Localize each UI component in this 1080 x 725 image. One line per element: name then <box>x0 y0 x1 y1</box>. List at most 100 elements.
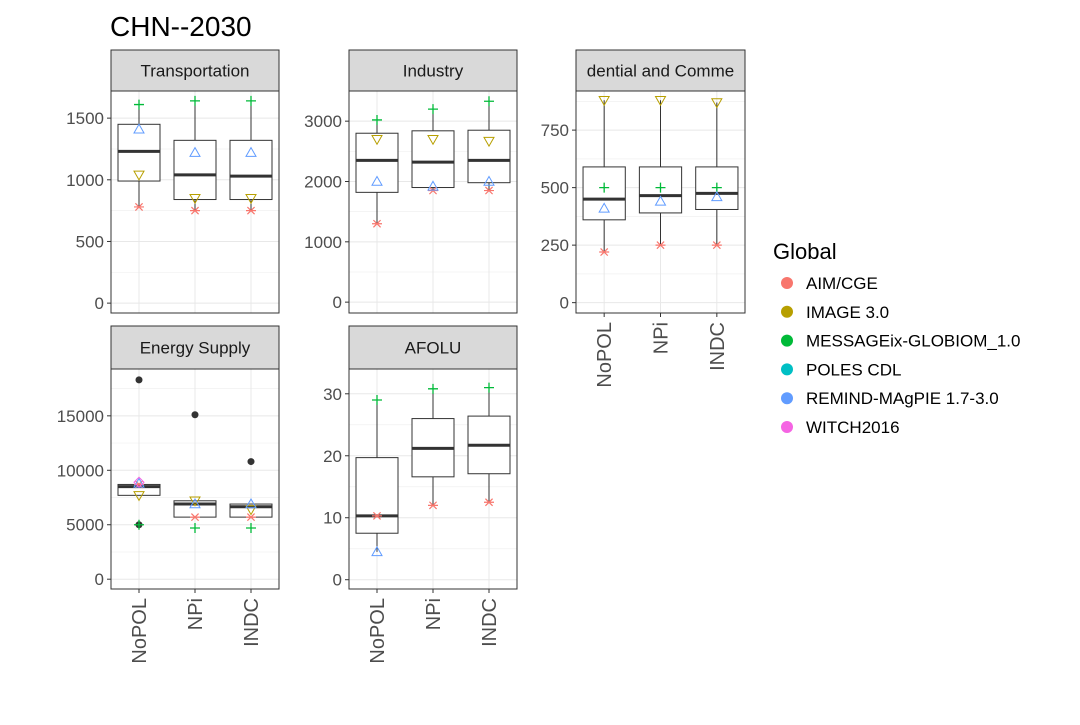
model-point <box>372 394 382 405</box>
y-tick-label: 500 <box>541 179 569 198</box>
model-point <box>428 501 438 510</box>
model-point <box>484 186 494 195</box>
legend-label: WITCH2016 <box>806 418 900 437</box>
facet-panel: Industry 0 1000 2000 3000 <box>304 49 518 314</box>
model-point <box>711 241 722 250</box>
chart-title: CHN--2030 <box>110 11 252 42</box>
facet-strip-label: Industry <box>403 62 464 81</box>
facet-panel: Energy Supply 0 5000 10000 15000 NoPOL NPi INDC <box>57 325 280 664</box>
y-tick-label: 0 <box>333 293 342 312</box>
y-tick-label: 0 <box>95 570 104 589</box>
legend-key <box>781 392 793 405</box>
y-tick-label: 250 <box>541 236 569 255</box>
boxplot <box>229 100 273 211</box>
y-tick-label: 10 <box>323 509 342 528</box>
model-point <box>654 95 667 107</box>
y-tick-label: 10000 <box>57 461 104 480</box>
model-point <box>372 511 382 520</box>
model-point <box>133 170 145 181</box>
boxplot <box>582 100 626 253</box>
y-tick-label: 15000 <box>57 407 104 426</box>
legend-label: IMAGE 3.0 <box>806 303 889 322</box>
x-tick-label: NoPOL <box>129 598 151 664</box>
model-point <box>371 545 383 557</box>
model-point <box>484 96 494 107</box>
legend-item: AIM/CGE <box>781 274 878 293</box>
boxplot <box>411 388 455 506</box>
y-tick-label: 1000 <box>304 233 342 252</box>
box-iqr <box>355 457 399 534</box>
model-point <box>246 523 256 534</box>
outlier-point <box>135 376 143 384</box>
model-point <box>655 182 666 193</box>
model-point <box>655 241 666 250</box>
model-point <box>133 491 145 502</box>
x-tick-label: NoPOL <box>367 598 389 664</box>
boxplot <box>411 109 455 191</box>
legend-label: REMIND-MAgPIE 1.7-3.0 <box>806 389 999 408</box>
model-point <box>598 95 611 107</box>
legend-item: IMAGE 3.0 <box>781 303 889 322</box>
model-point <box>189 146 201 157</box>
y-tick-label: 2000 <box>304 172 342 191</box>
outlier-point <box>247 458 255 466</box>
boxplot <box>355 399 399 552</box>
model-point <box>189 496 201 507</box>
facet-strip-label: Transportation <box>141 62 250 81</box>
model-point <box>654 195 667 206</box>
box-iqr <box>582 166 626 221</box>
model-point <box>190 95 200 106</box>
facet-panel: dential and Comme 0 250 500 750 NoPOL NPi INDC <box>541 49 746 388</box>
x-tick-label: NPi <box>651 322 673 354</box>
model-point <box>189 498 201 509</box>
boxplot <box>355 119 399 224</box>
outlier-point <box>191 411 199 419</box>
model-point <box>246 206 256 215</box>
box-iqr <box>355 132 399 193</box>
model-point <box>245 146 257 157</box>
model-point <box>133 123 145 134</box>
y-tick-label: 5000 <box>66 516 104 535</box>
y-tick-label: 1000 <box>66 171 104 190</box>
model-point <box>483 136 495 148</box>
y-tick-label: 750 <box>541 121 569 140</box>
x-tick-label: INDC <box>707 322 729 371</box>
model-point <box>484 382 494 393</box>
y-tick-label: 0 <box>95 294 104 313</box>
panel-border <box>348 90 518 314</box>
model-point <box>371 135 383 146</box>
facet-strip <box>110 49 280 92</box>
model-point <box>710 190 723 202</box>
legend: Global AIM/CGE IMAGE 3.0 MESSAGEix-GLOBIOM… <box>773 239 1020 437</box>
panel-border <box>110 90 280 314</box>
model-point <box>428 383 438 394</box>
model-point <box>372 114 382 125</box>
model-point <box>484 498 494 507</box>
model-point <box>710 98 723 109</box>
model-point <box>246 513 256 522</box>
model-point <box>599 248 610 257</box>
model-point <box>483 175 495 186</box>
boxplot <box>467 387 511 503</box>
model-point <box>133 476 145 488</box>
model-point <box>134 99 144 110</box>
model-point <box>134 519 144 530</box>
model-point <box>134 202 144 211</box>
model-point <box>245 194 257 205</box>
box-iqr <box>411 130 455 189</box>
facet-strip <box>348 325 518 370</box>
model-point <box>189 194 201 205</box>
legend-item: REMIND-MAgPIE 1.7-3.0 <box>781 389 999 408</box>
legend-label: AIM/CGE <box>806 274 878 293</box>
legend-label: MESSAGEix-GLOBIOM_1.0 <box>806 332 1020 351</box>
y-tick-label: 1500 <box>66 109 104 128</box>
model-point <box>245 498 257 509</box>
y-tick-label: 30 <box>323 385 342 404</box>
legend-item: MESSAGEix-GLOBIOM_1.0 <box>781 332 1020 351</box>
x-tick-label: NPi <box>423 598 445 630</box>
legend-label: POLES CDL <box>806 360 901 379</box>
model-point <box>428 104 438 115</box>
box-iqr <box>467 129 511 184</box>
